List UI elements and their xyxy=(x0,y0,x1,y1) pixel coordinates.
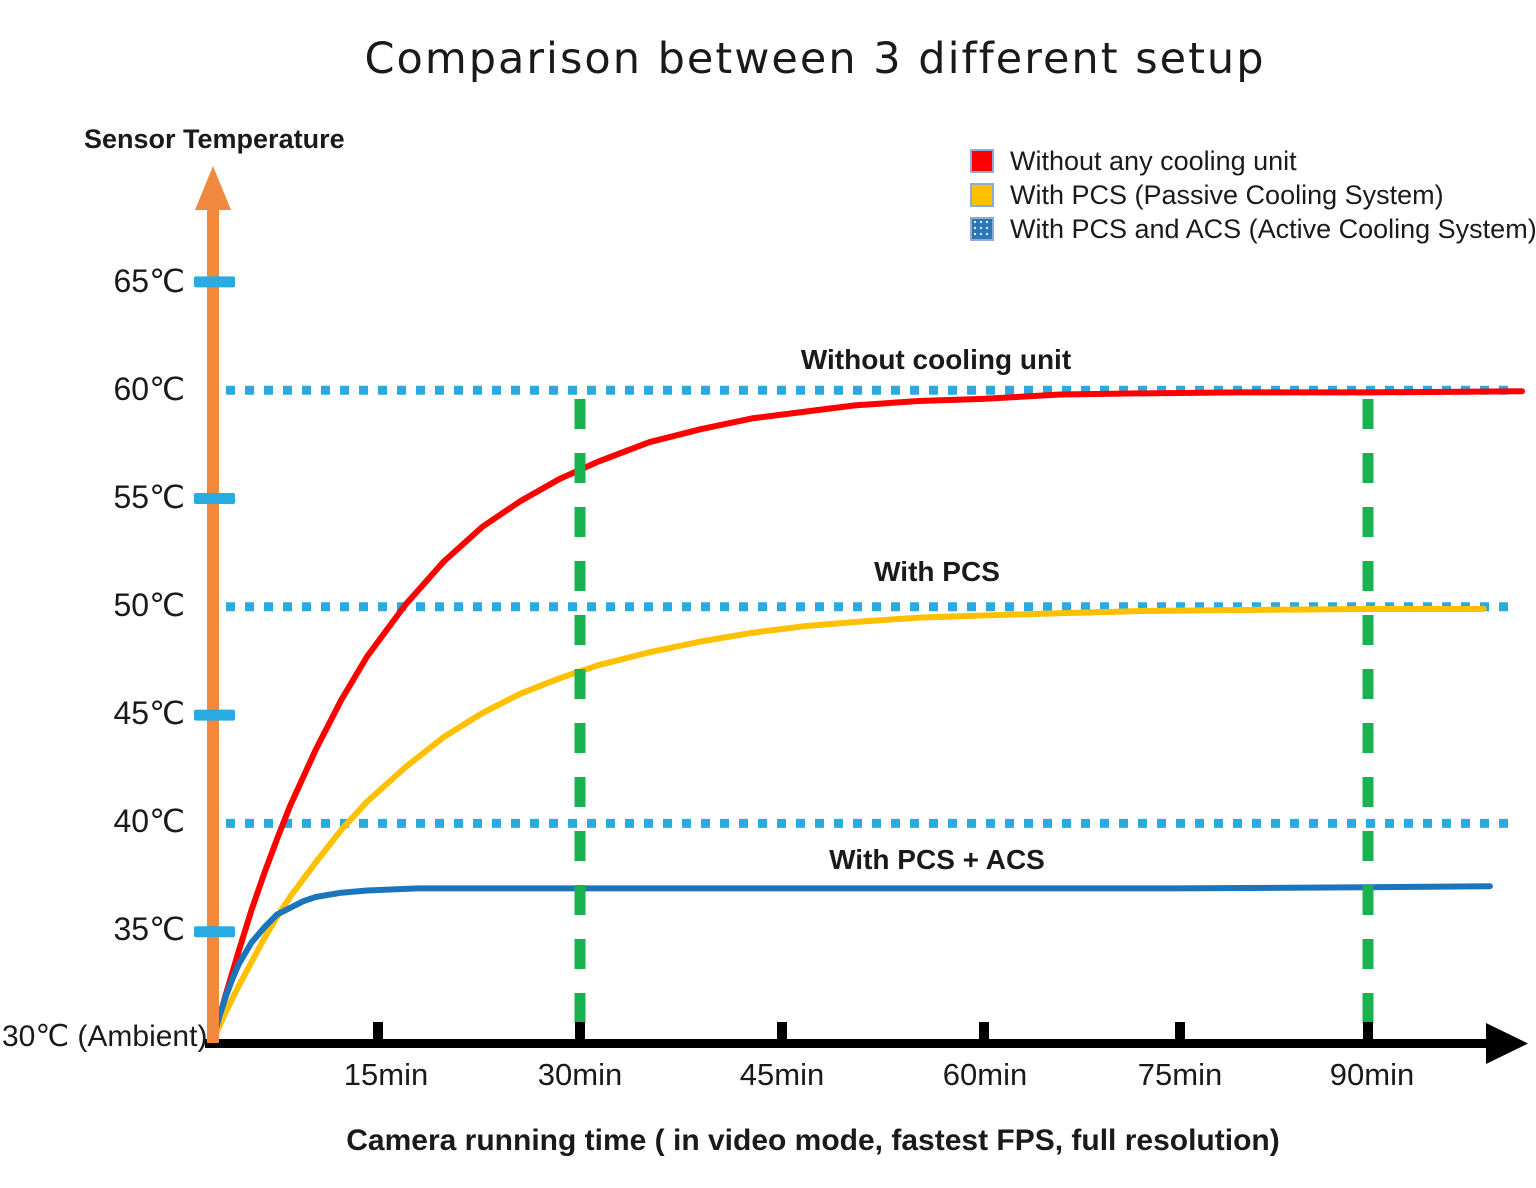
annotation-without-cooling: Without cooling unit xyxy=(800,344,1072,375)
legend: Without any cooling unit With PCS (Passi… xyxy=(970,144,1536,246)
legend-swatch-blue-icon xyxy=(970,217,994,241)
x-tick-label-15min: 15min xyxy=(343,1057,429,1092)
x-axis-title: Camera running time ( in video mode, fas… xyxy=(346,1124,1280,1157)
x-tick-label-60min: 60min xyxy=(942,1057,1028,1092)
y-tick-label-65: 65℃ xyxy=(113,263,185,299)
annotation-with-pcs-acs: With PCS + ACS xyxy=(829,844,1045,875)
legend-label: Without any cooling unit xyxy=(1010,145,1297,176)
legend-swatch-yellow-icon xyxy=(970,183,994,207)
y-tick-label-50: 50℃ xyxy=(113,587,185,623)
x-tick-label-30min: 30min xyxy=(537,1057,623,1092)
y-axis-title: Sensor Temperature xyxy=(84,124,345,154)
legend-label: With PCS and ACS (Active Cooling System) xyxy=(1010,213,1536,244)
y-tick-label-45: 45℃ xyxy=(113,695,185,731)
legend-label: With PCS (Passive Cooling System) xyxy=(1010,179,1444,210)
chart-title: Comparison between 3 different setup xyxy=(364,34,1266,84)
y-tick-label-35: 35℃ xyxy=(113,911,185,947)
annotation-with-pcs: With PCS xyxy=(874,556,1000,587)
origin-label: 30℃ (Ambient) xyxy=(2,1020,208,1053)
y-tick-label-40: 40℃ xyxy=(113,803,185,839)
x-tick-label-45min: 45min xyxy=(739,1057,825,1092)
legend-swatch-red-icon xyxy=(970,149,994,173)
legend-item-pcs-acs: With PCS and ACS (Active Cooling System) xyxy=(970,212,1536,246)
legend-item-pcs: With PCS (Passive Cooling System) xyxy=(970,178,1536,212)
x-tick-label-90min: 90min xyxy=(1329,1057,1415,1092)
y-tick-label-60: 60℃ xyxy=(113,371,185,407)
x-tick-label-75min: 75min xyxy=(1137,1057,1223,1092)
legend-item-no-cooling: Without any cooling unit xyxy=(970,144,1536,178)
y-tick-label-55: 55℃ xyxy=(113,479,185,515)
